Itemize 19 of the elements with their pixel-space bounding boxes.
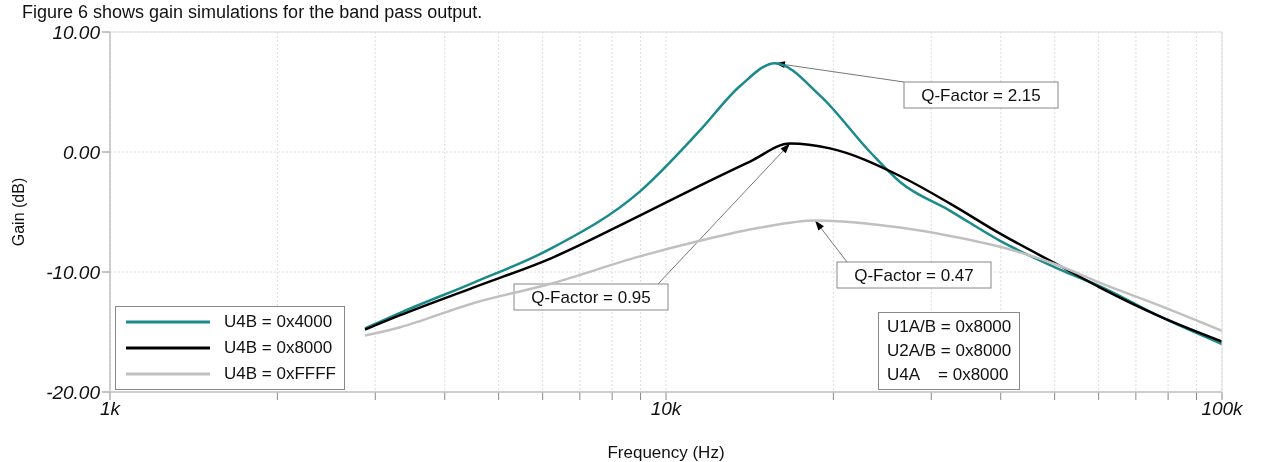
annotation: U4A = 0x8000	[887, 364, 1010, 386]
legend-label: U4B = 0xFFFF	[224, 364, 336, 384]
y-tick-label: 10.00	[52, 21, 101, 43]
annotation: Q-Factor = 0.95	[531, 288, 651, 307]
y-tick-label: -20.00	[46, 381, 101, 403]
y-tick-label: 0.00	[63, 141, 101, 163]
x-tick-label: 100k	[1201, 398, 1245, 420]
y-axis-title: Gain (dB)	[10, 177, 27, 247]
legend-label: U4B = 0x8000	[224, 338, 333, 358]
caption: Figure 6 shows gain simulations for the band pass output.	[22, 2, 483, 22]
annotation: Q-Factor = 2.15	[921, 86, 1041, 105]
annotation: U1A/B = 0x8000	[887, 316, 1012, 338]
legend-label: U4B = 0x4000	[224, 312, 333, 332]
x-tick-label: 10k	[650, 398, 683, 420]
annotation: Q-Factor = 0.47	[854, 266, 974, 285]
x-tick-label: 1k	[99, 398, 122, 420]
annotation: U2A/B = 0x8000	[887, 340, 1012, 362]
y-tick-label: -10.00	[46, 261, 101, 283]
x-axis-title: Frequency (Hz)	[607, 443, 725, 462]
